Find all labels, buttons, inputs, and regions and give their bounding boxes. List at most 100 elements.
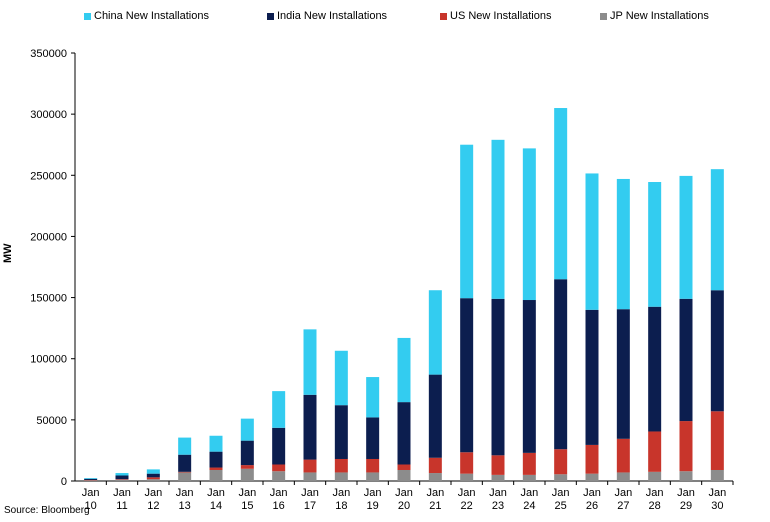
x-tick-label-month: Jan	[552, 487, 570, 499]
x-tick-label-month: Jan	[176, 487, 194, 499]
bar-segment-india	[115, 475, 129, 480]
bar-segment-china	[397, 337, 411, 403]
legend-label-india: India New Installations	[277, 10, 388, 22]
legend-swatch-jp	[600, 12, 607, 20]
x-tick-label-month: Jan	[646, 487, 664, 499]
bar-segment-india	[710, 290, 724, 412]
bar-segment-india	[303, 394, 317, 460]
x-tick-label-month: Jan	[207, 487, 225, 499]
bar-segment-india	[240, 440, 254, 466]
bar-segment-jp	[209, 469, 223, 481]
x-tick-label-month: Jan	[458, 487, 476, 499]
bar-segment-india	[585, 309, 599, 445]
bar-segment-us	[522, 452, 536, 475]
bar-segment-china	[460, 144, 474, 299]
bar-segment-china	[522, 148, 536, 301]
x-tick-label-month: Jan	[301, 487, 319, 499]
bar-segment-china	[240, 418, 254, 441]
x-tick-label-month: Jan	[708, 487, 726, 499]
x-tick-label-year: 20	[398, 500, 410, 512]
bar-segment-jp	[460, 473, 474, 481]
x-tick-label-year: 28	[649, 500, 661, 512]
legend-swatch-us	[440, 12, 447, 20]
x-tick-label-year: 25	[555, 500, 567, 512]
legend-label-china: China New Installations	[94, 10, 209, 22]
x-tick-label-month: Jan	[270, 487, 288, 499]
bar-segment-india	[209, 451, 223, 468]
bar-segment-india	[146, 473, 160, 478]
bar-segment-china	[178, 437, 192, 455]
bar-segment-us	[554, 449, 568, 475]
bar-segment-india	[554, 279, 568, 450]
bar-segment-china	[272, 391, 286, 428]
bar-segment-us	[585, 444, 599, 474]
bar-segment-jp	[554, 474, 568, 481]
y-tick-label: 250000	[30, 170, 67, 182]
bar-segment-india	[460, 298, 474, 453]
bar-segment-india	[84, 478, 98, 481]
x-tick-label-year: 10	[85, 500, 97, 512]
bar-segment-us	[460, 452, 474, 474]
x-tick-label-month: Jan	[614, 487, 632, 499]
bar-segment-china	[679, 175, 693, 299]
bar-segment-india	[397, 402, 411, 465]
chart-legend: China New Installations India New Instal…	[0, 10, 770, 26]
y-tick-label: 50000	[36, 415, 67, 427]
bar-segment-jp	[648, 471, 662, 481]
bar-segment-jp	[428, 473, 442, 481]
bar-segment-jp	[679, 471, 693, 481]
x-tick-label-month: Jan	[113, 487, 131, 499]
bar-segment-jp	[491, 474, 505, 481]
bar-segment-china	[710, 169, 724, 291]
x-tick-label-year: 14	[210, 500, 222, 512]
x-tick-label-year: 22	[461, 500, 473, 512]
bar-segment-india	[648, 306, 662, 432]
legend-item-jp: JP New Installations	[600, 10, 709, 22]
x-tick-label-month: Jan	[583, 487, 601, 499]
x-tick-label-year: 11	[116, 500, 127, 512]
x-tick-label-month: Jan	[238, 487, 256, 499]
bar-segment-china	[366, 377, 380, 418]
bar-segment-us	[366, 458, 380, 473]
bar-segment-india	[522, 300, 536, 453]
x-tick-label-year: 30	[711, 500, 723, 512]
bar-segment-india	[679, 298, 693, 422]
x-tick-label-month: Jan	[332, 487, 350, 499]
bar-segment-china	[303, 329, 317, 395]
y-tick-label: 300000	[30, 109, 67, 121]
y-tick-label: 350000	[30, 48, 67, 60]
legend-label-us: US New Installations	[450, 10, 552, 22]
bar-segment-jp	[272, 471, 286, 481]
legend-item-us: US New Installations	[440, 10, 552, 22]
x-tick-label-year: 16	[273, 500, 285, 512]
bar-segment-china	[334, 350, 348, 406]
x-tick-label-year: 13	[179, 500, 191, 512]
legend-swatch-china	[84, 12, 91, 20]
bar-segment-us	[240, 465, 254, 469]
bar-segment-jp	[366, 472, 380, 481]
bar-segment-us	[491, 455, 505, 475]
x-tick-label-year: 12	[147, 500, 159, 512]
bar-segment-us	[428, 457, 442, 474]
y-tick-label: 150000	[30, 293, 67, 305]
bar-segment-china	[115, 473, 129, 476]
bar-segment-india	[491, 298, 505, 456]
bar-segment-india	[428, 374, 442, 458]
y-tick-label: 100000	[30, 354, 67, 366]
bar-segment-us	[178, 471, 192, 473]
bar-segment-jp	[240, 468, 254, 481]
bar-segment-jp	[522, 474, 536, 481]
x-tick-label-month: Jan	[144, 487, 162, 499]
bar-segment-us	[616, 438, 630, 473]
legend-label-jp: JP New Installations	[610, 10, 709, 22]
y-tick-label: 200000	[30, 231, 67, 243]
bar-segment-china	[428, 290, 442, 375]
x-tick-label-year: 15	[241, 500, 253, 512]
bar-segment-jp	[616, 472, 630, 481]
bar-segment-jp	[178, 472, 192, 481]
bar-segment-china	[648, 182, 662, 307]
y-tick-label: 0	[61, 476, 67, 488]
bar-segment-india	[272, 427, 286, 465]
x-tick-label-month: Jan	[82, 487, 100, 499]
